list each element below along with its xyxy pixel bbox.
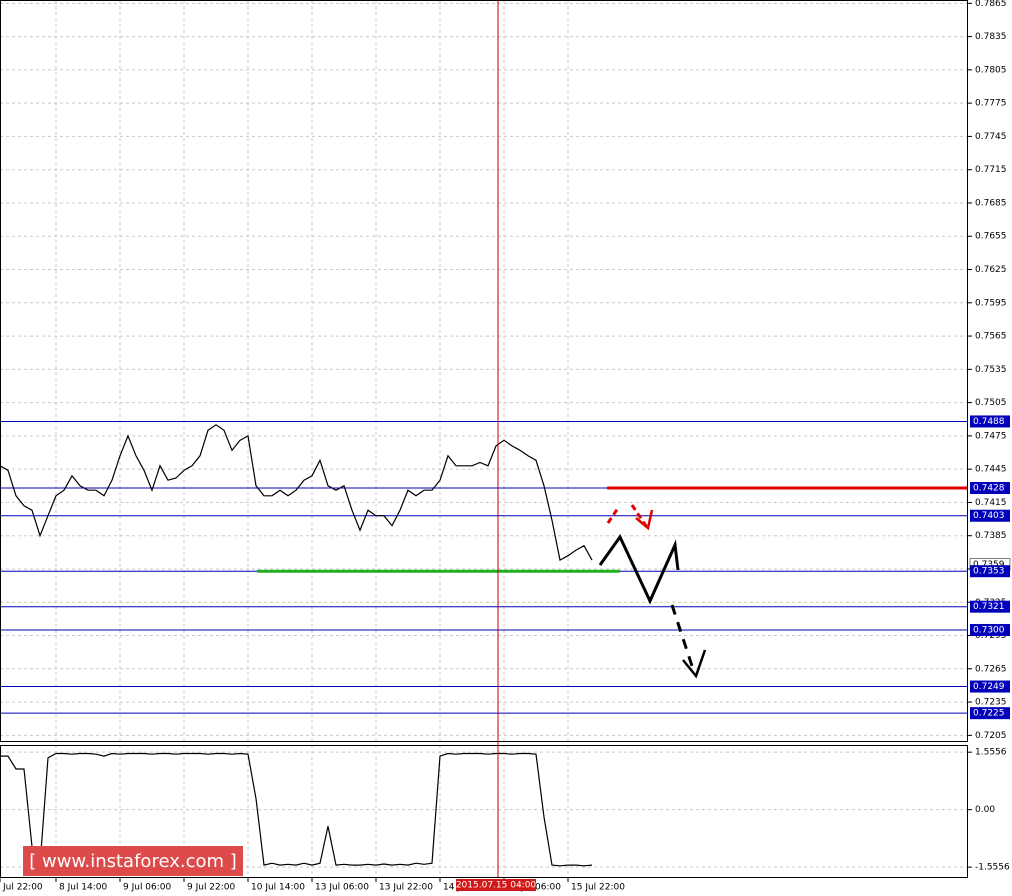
level-box [970,415,1010,428]
y-tick-label: 0.7715 [975,165,1007,175]
data-line [0,752,593,867]
y-tick-label: 0.7835 [975,32,1007,42]
level-box [970,565,1010,578]
y-tick-label: 0.7595 [975,298,1007,308]
level-box [970,707,1010,720]
level-box [970,509,1010,522]
black-zigzag [598,534,680,605]
red-arrow-stroke [630,504,648,527]
y-tick-label: 0.7625 [975,265,1007,275]
x-tick-label: 9 Jul 22:00 [187,883,236,893]
y-tick-label: 0.7505 [975,398,1007,408]
level-box [970,680,1010,693]
x-tick-label: 8 Jul 14:00 [59,883,108,893]
level-label: 0.7249 [973,682,1005,692]
y-tick-label: 1.5556 [975,748,1007,758]
level-label: 0.7300 [973,625,1005,635]
level-label: 0.7225 [973,709,1005,719]
level-box [970,600,1010,613]
y-tick-label: 0.7415 [975,498,1007,508]
y-tick-label: 0.7445 [975,465,1007,475]
watermark: [ www.instaforex.com ] [29,851,237,872]
y-tick-label: 0.7205 [975,731,1007,741]
black-dashed-arrow [670,604,696,673]
x-tick-label: Jul 22:00 [2,883,43,893]
y-tick-label: 0.7385 [975,531,1007,541]
y-tick-label: 0.7295 [975,631,1007,641]
plot-layer [0,0,968,878]
panel-frame [0,0,968,742]
level-label: 0.7488 [973,417,1005,427]
y-tick-label: 0.7865 [975,0,1007,9]
level-box [970,482,1010,495]
x-tick-label: 13 Jul 06:00 [315,883,369,893]
y-tick-label: 0.7775 [975,99,1007,109]
y-tick-label: 0.7685 [975,198,1007,208]
watermark-box [23,846,243,876]
black-arrow-head [682,649,707,679]
y-tick-label: 0.7805 [975,65,1007,75]
crosshair-label: 2015.07.15 04:00 [456,881,537,891]
y-tick-label: 0.7745 [975,132,1007,142]
level-box [970,623,1010,636]
y-tick-label: 0.7655 [975,232,1007,242]
x-tick-label: 9 Jul 06:00 [123,883,172,893]
x-tick-label: 10 Jul 14:00 [251,883,305,893]
y-tick-label: 0.00 [975,805,995,815]
data-line [0,424,593,562]
y-tick-label: 0.7475 [975,431,1007,441]
level-label: 0.7353 [973,567,1005,577]
y-tick-label: 0.7565 [975,332,1007,342]
red-arrow-head [635,509,654,531]
hand-drawings [598,504,707,679]
y-tick-label: 0.7535 [975,365,1007,375]
y-tick-label: -1.5556 [975,863,1010,873]
current-price-label: 0.7359 [973,560,1005,570]
x-tick-label: 13 Jul 22:00 [379,883,433,893]
crosshair-label-box [456,879,536,891]
level-label: 0.7403 [973,511,1005,521]
x-tick-label: 15 Jul 22:00 [571,883,625,893]
level-label: 0.7428 [973,484,1005,494]
panel-frame [0,745,968,878]
y-tick-label: 0.7265 [975,664,1007,674]
level-label: 0.7321 [973,602,1005,612]
red-arrow-stroke [606,507,620,524]
y-tick-label: 0.7235 [975,698,1007,708]
